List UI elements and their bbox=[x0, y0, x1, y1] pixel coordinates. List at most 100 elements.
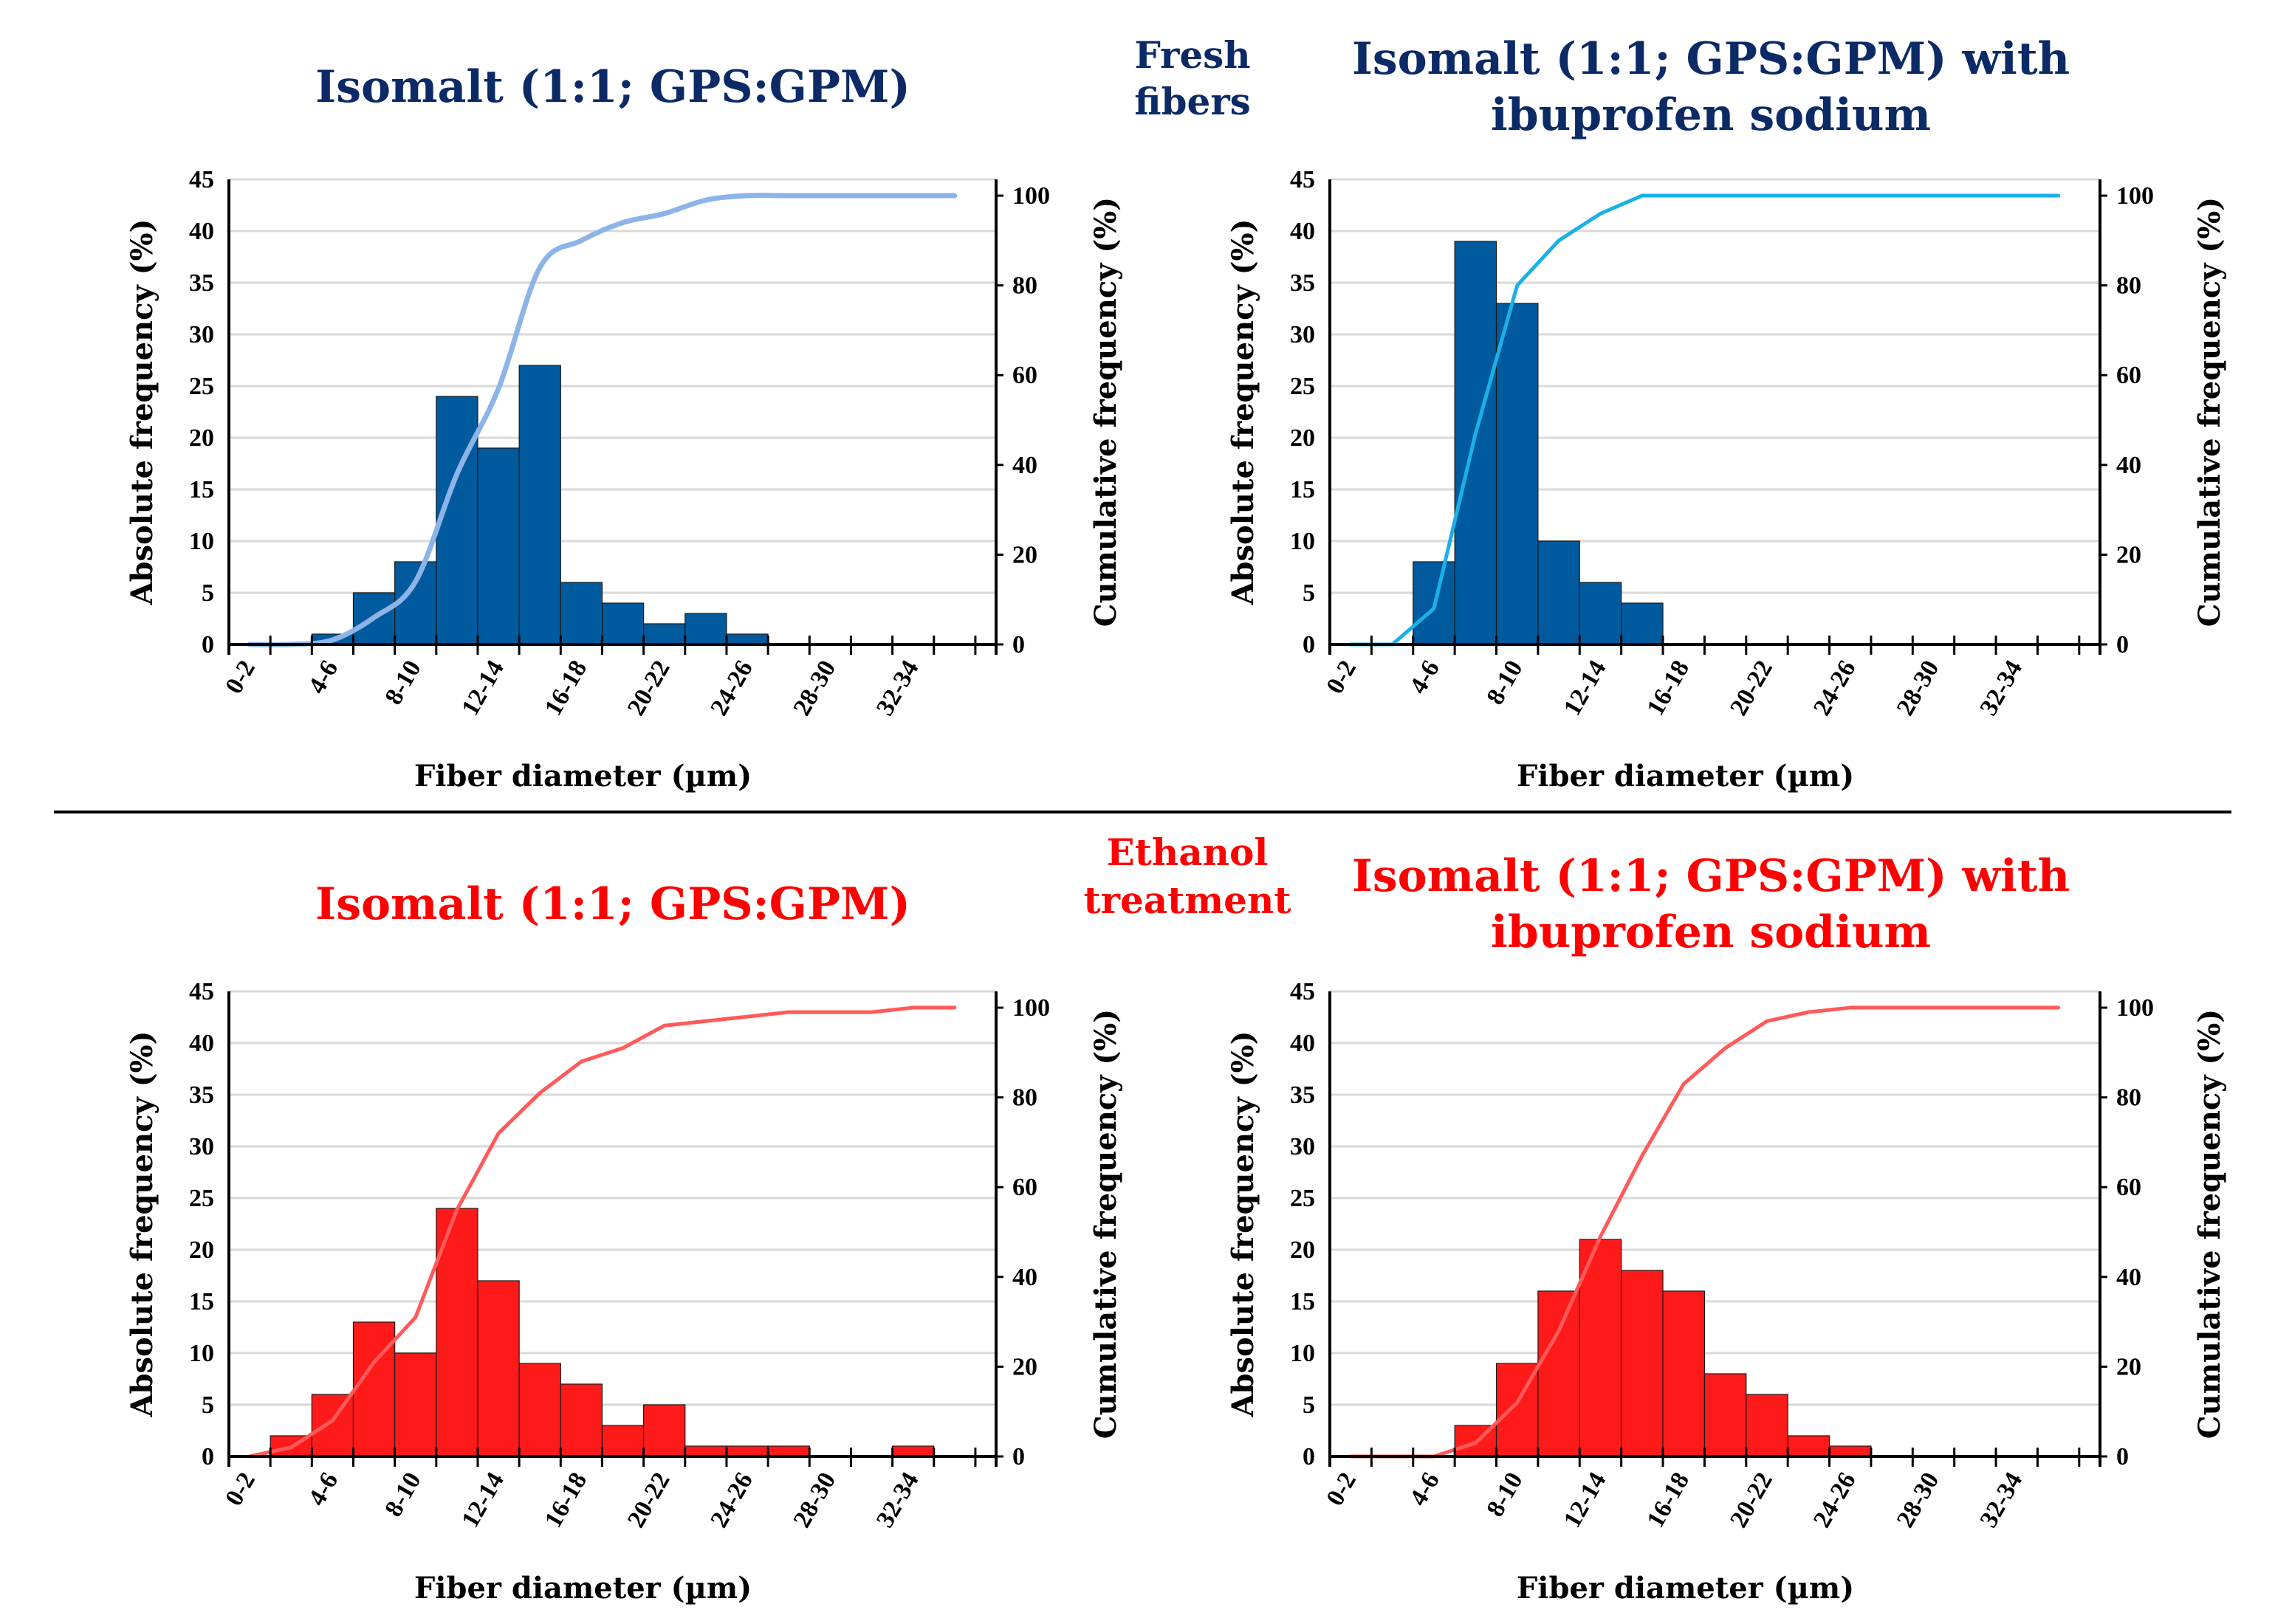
x-tick-label: 8-10 bbox=[1481, 1468, 1528, 1521]
x-tick-label: 24-26 bbox=[705, 1468, 758, 1532]
x-tick-label: 32-34 bbox=[1974, 1468, 2028, 1532]
y-tick-label: 35 bbox=[189, 1081, 214, 1109]
bar-14-16 bbox=[518, 365, 561, 645]
y-tick-label: 30 bbox=[189, 321, 214, 348]
bar-18-20 bbox=[601, 602, 645, 645]
bar-4-6 bbox=[311, 1394, 354, 1457]
x-tick-label: 12-14 bbox=[456, 656, 509, 720]
y-tick-label: 25 bbox=[1290, 373, 1315, 400]
y2-tick-label: 60 bbox=[1012, 362, 1037, 389]
y2-tick-label: 0 bbox=[2116, 631, 2129, 658]
y-tick-label: 35 bbox=[189, 269, 214, 297]
chart-title: Isomalt (1:1; GPS:GPM) with bbox=[1352, 33, 2070, 85]
y-tick-label: 0 bbox=[202, 1443, 214, 1470]
y2-tick-label: 60 bbox=[2116, 362, 2141, 389]
y2-tick-label: 0 bbox=[2116, 1443, 2129, 1470]
y-tick-label: 30 bbox=[1290, 321, 1315, 348]
chart-title: ibuprofen sodium bbox=[1491, 906, 1931, 958]
x-tick-label: 12-14 bbox=[456, 1468, 509, 1532]
bar-22-24 bbox=[684, 613, 727, 645]
x-tick-label: 32-34 bbox=[871, 656, 924, 720]
y-tick-label: 25 bbox=[1290, 1185, 1315, 1212]
chart-title: Isomalt (1:1; GPS:GPM) bbox=[315, 61, 910, 113]
y2-axis-label: Cumulative frequency (%) bbox=[1088, 197, 1123, 627]
y-tick-label: 15 bbox=[1290, 476, 1315, 503]
cumulative-line bbox=[247, 1005, 957, 1459]
y2-tick-label: 80 bbox=[2116, 272, 2141, 300]
x-tick-label: 24-26 bbox=[1808, 1468, 1861, 1532]
bar-16-18 bbox=[560, 582, 603, 645]
bar-20-22 bbox=[643, 1404, 686, 1457]
x-tick-label: 20-22 bbox=[1725, 656, 1778, 720]
bar-20-22 bbox=[643, 623, 686, 645]
x-tick-label: 4-6 bbox=[303, 1468, 344, 1511]
bar-26-28 bbox=[767, 1445, 810, 1457]
bar-10-12 bbox=[436, 396, 478, 645]
y-tick-label: 5 bbox=[1303, 1391, 1315, 1419]
bar-8-10 bbox=[1495, 1363, 1539, 1457]
x-tick-label: 16-18 bbox=[1641, 1468, 1695, 1532]
y-tick-label: 40 bbox=[1290, 218, 1315, 245]
y-axis-label: Absolute frequency (%) bbox=[1226, 1031, 1260, 1417]
y2-tick-label: 100 bbox=[1012, 182, 1050, 210]
y2-tick-label: 40 bbox=[1012, 1264, 1037, 1291]
bar-16-18 bbox=[1662, 1290, 1706, 1457]
y2-tick-label: 100 bbox=[2116, 994, 2154, 1022]
bar-8-10 bbox=[394, 1352, 437, 1457]
x-tick-label: 20-22 bbox=[622, 656, 676, 720]
chart-title: ibuprofen sodium bbox=[1491, 89, 1931, 141]
y2-tick-label: 20 bbox=[2116, 1353, 2141, 1380]
y2-tick-label: 80 bbox=[1012, 1084, 1037, 1112]
y2-tick-label: 60 bbox=[2116, 1174, 2141, 1201]
x-tick-label: 24-26 bbox=[1808, 656, 1861, 720]
y2-tick-label: 40 bbox=[2116, 1264, 2141, 1291]
y-tick-label: 15 bbox=[189, 476, 214, 503]
y-axis-label: Absolute frequency (%) bbox=[1226, 219, 1260, 605]
y-tick-label: 10 bbox=[1290, 528, 1315, 555]
x-tick-label: 4-6 bbox=[1404, 656, 1445, 699]
y-tick-label: 15 bbox=[1290, 1288, 1315, 1315]
x-axis-label: Fiber diameter (µm) bbox=[414, 759, 752, 794]
y2-axis-label: Cumulative frequency (%) bbox=[2192, 1009, 2227, 1439]
x-tick-label: 28-30 bbox=[1892, 656, 1945, 720]
cumulative-line bbox=[1348, 1005, 2061, 1459]
y-tick-label: 20 bbox=[1290, 1236, 1315, 1264]
y2-tick-label: 20 bbox=[1012, 1353, 1037, 1380]
x-axis-label: Fiber diameter (µm) bbox=[1517, 759, 1854, 794]
y-tick-label: 20 bbox=[189, 424, 214, 452]
x-tick-label: 20-22 bbox=[1725, 1468, 1778, 1532]
section-label-fresh-1: Fresh bbox=[1134, 33, 1250, 77]
y-tick-label: 30 bbox=[189, 1133, 214, 1160]
y-axis-label: Absolute frequency (%) bbox=[125, 219, 159, 605]
section-label-fresh-2: fibers bbox=[1134, 80, 1251, 123]
x-tick-label: 8-10 bbox=[380, 1468, 426, 1521]
x-tick-label: 4-6 bbox=[303, 656, 344, 699]
y-axis-label: Absolute frequency (%) bbox=[125, 1031, 159, 1417]
y-tick-label: 20 bbox=[189, 1236, 214, 1264]
bar-14-16 bbox=[518, 1363, 561, 1457]
y2-tick-label: 60 bbox=[1012, 1174, 1037, 1201]
y-tick-label: 10 bbox=[189, 1340, 214, 1367]
x-tick-label: 20-22 bbox=[622, 1468, 676, 1532]
cumulative-line bbox=[247, 193, 958, 647]
bar-12-14 bbox=[477, 1280, 520, 1457]
x-tick-label: 0-2 bbox=[220, 656, 261, 699]
bar-24-26 bbox=[726, 633, 769, 645]
x-tick-label: 28-30 bbox=[789, 656, 842, 720]
y-tick-label: 20 bbox=[1290, 424, 1315, 452]
x-tick-label: 28-30 bbox=[789, 1468, 842, 1532]
x-tick-label: 28-30 bbox=[1892, 1468, 1945, 1532]
y-tick-label: 45 bbox=[1290, 166, 1315, 193]
x-tick-label: 0-2 bbox=[220, 1468, 261, 1511]
x-tick-label: 32-34 bbox=[1974, 656, 2028, 720]
x-tick-label: 8-10 bbox=[380, 656, 426, 709]
y-tick-label: 45 bbox=[1290, 978, 1315, 1005]
bar-6-8 bbox=[352, 1321, 396, 1457]
y-tick-label: 10 bbox=[1290, 1340, 1315, 1367]
y2-tick-label: 20 bbox=[2116, 541, 2141, 568]
bar-18-20 bbox=[1703, 1373, 1747, 1457]
y-tick-label: 5 bbox=[202, 1391, 214, 1419]
x-tick-label: 12-14 bbox=[1559, 656, 1612, 720]
